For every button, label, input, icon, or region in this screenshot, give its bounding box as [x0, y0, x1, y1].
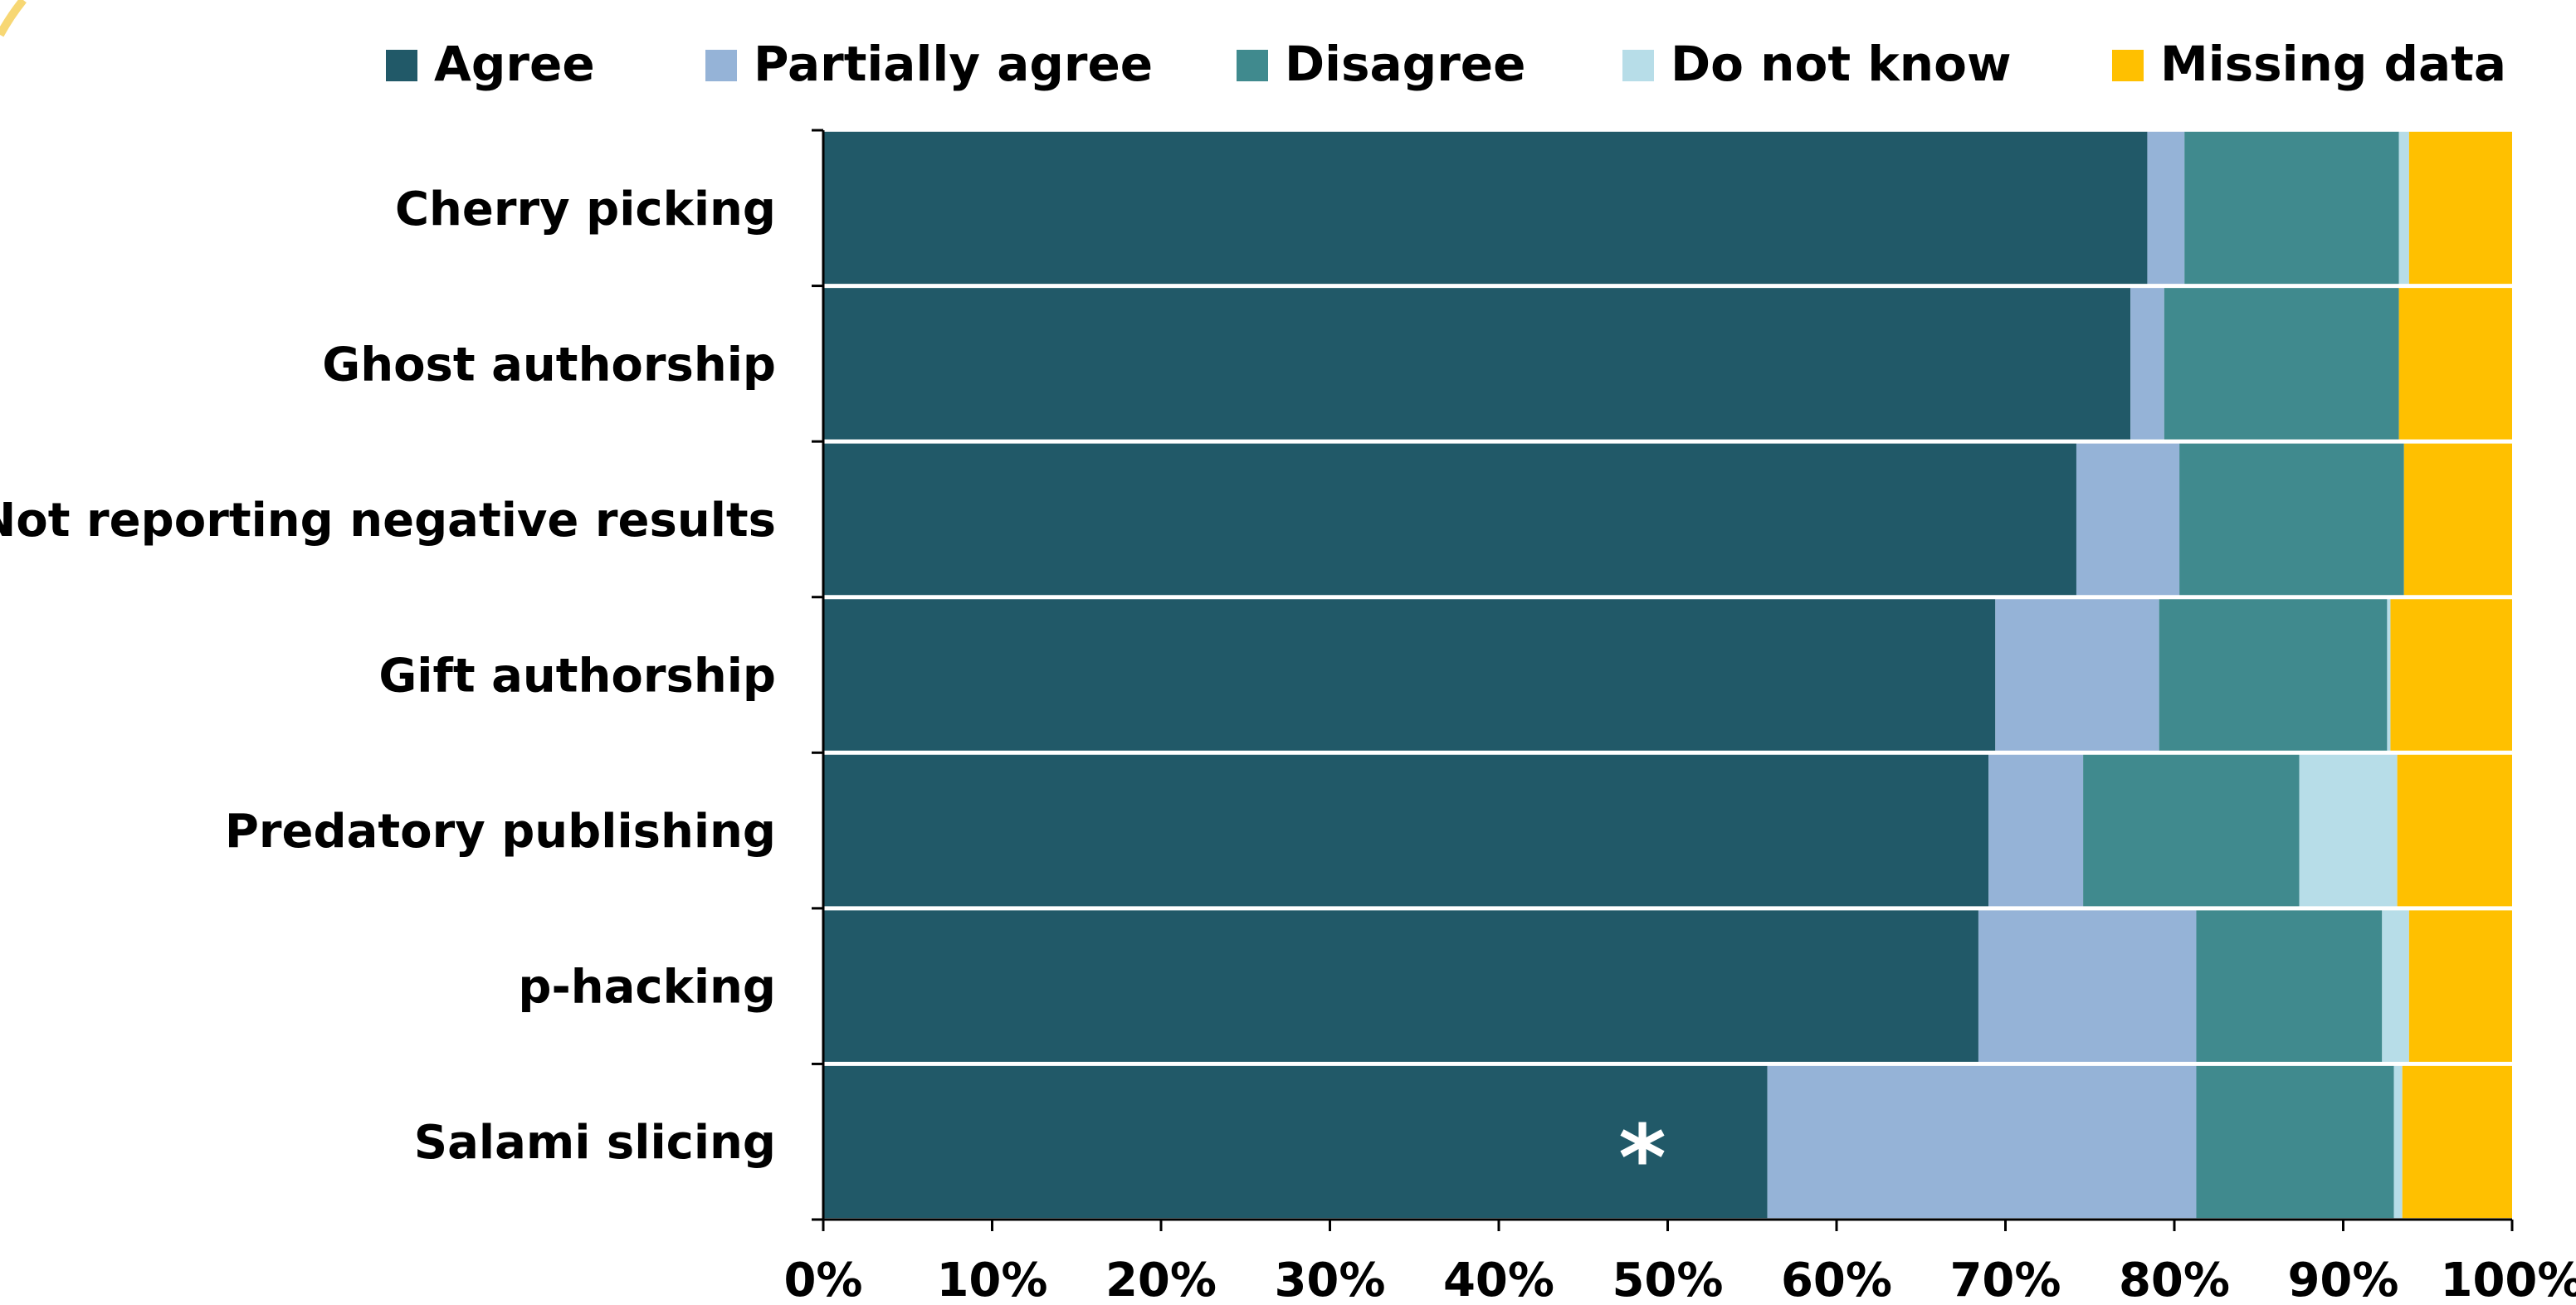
bar-predatory-publishing-do-not-know: [2299, 754, 2398, 908]
bars-group: [823, 131, 2514, 1219]
legend-swatch-agree: [386, 50, 417, 81]
bar-gift-authorship-partially-agree: [1995, 598, 2159, 752]
bar-predatory-publishing-agree: [823, 754, 1989, 908]
legend-label-partially-agree: Partially agree: [754, 36, 1153, 92]
bar-predatory-publishing-disagree: [2083, 754, 2300, 908]
x-tick-label-60: 60%: [1781, 1254, 1892, 1305]
annotations: *: [1618, 1105, 1666, 1211]
bar-gift-authorship-missing-data: [2390, 598, 2512, 752]
bar-ghost-authorship-agree: [823, 287, 2131, 441]
category-label-cherry-picking: Cherry picking: [395, 183, 776, 236]
x-tick-label-20: 20%: [1105, 1254, 1217, 1305]
legend-swatch-partially-agree: [705, 50, 737, 81]
bar-ghost-authorship-missing-data: [2398, 287, 2512, 441]
bar-p-hacking-partially-agree: [1978, 909, 2197, 1063]
bar-cherry-picking-partially-agree: [2147, 131, 2185, 285]
bar-salami-slicing-missing-data: [2402, 1065, 2512, 1219]
x-tick-label-80: 80%: [2119, 1254, 2230, 1305]
bar-gift-authorship-agree: [823, 598, 1996, 752]
x-axis: 0% 10% 20% 30% 40% 50% 60% 70% 80% 90% 100%: [783, 129, 2576, 1305]
category-labels: Cherry picking Ghost authorship Not report…: [0, 183, 776, 1170]
bar-salami-slicing-do-not-know: [2393, 1065, 2403, 1219]
x-tick-label-30: 30%: [1274, 1254, 1385, 1305]
bar-not-reporting-negative-results-agree: [823, 442, 2076, 596]
legend-label-missing-data: Missing data: [2160, 36, 2506, 92]
category-label-salami-slicing: Salami slicing: [414, 1116, 776, 1170]
x-tick-label-70: 70%: [1949, 1254, 2061, 1305]
bar-predatory-publishing-partially-agree: [1988, 754, 2084, 908]
bar-cherry-picking-agree: [823, 131, 2148, 285]
category-label-gift-authorship: Gift authorship: [378, 650, 776, 704]
x-tick-label-50: 50%: [1612, 1254, 1723, 1305]
legend-label-agree: Agree: [434, 36, 595, 92]
bar-not-reporting-negative-results-disagree: [2179, 442, 2404, 596]
legend-swatch-disagree: [1237, 50, 1268, 81]
bar-ghost-authorship-disagree: [2164, 287, 2399, 441]
bar-ghost-authorship-partially-agree: [2130, 287, 2164, 441]
bar-salami-slicing-agree: [823, 1065, 1768, 1219]
x-tick-label-10: 10%: [936, 1254, 1047, 1305]
bar-p-hacking-disagree: [2196, 909, 2383, 1063]
bar-predatory-publishing-missing-data: [2397, 754, 2512, 908]
legend-swatch-do-not-know: [1622, 50, 1654, 81]
bar-cherry-picking-do-not-know: [2398, 131, 2409, 285]
bar-cherry-picking-missing-data: [2408, 131, 2512, 285]
bar-not-reporting-negative-results-partially-agree: [2076, 442, 2180, 596]
bar-p-hacking-missing-data: [2408, 909, 2512, 1063]
bar-salami-slicing-partially-agree: [1767, 1065, 2197, 1219]
bar-p-hacking-do-not-know: [2382, 909, 2409, 1063]
x-tick-label-100: 100%: [2440, 1254, 2576, 1305]
legend-label-disagree: Disagree: [1285, 36, 1525, 92]
x-tick-label-90: 90%: [2287, 1254, 2398, 1305]
bar-p-hacking-agree: [823, 909, 1978, 1063]
legend: Agree Partially agree Disagree Do not know M…: [386, 36, 2506, 92]
category-label-predatory-publishing: Predatory publishing: [225, 805, 776, 859]
annotation-asterisk: *: [1618, 1105, 1666, 1211]
legend-swatch-missing-data: [2112, 50, 2144, 81]
x-tick-label-0: 0%: [783, 1254, 862, 1305]
category-label-p-hacking: p-hacking: [518, 961, 776, 1015]
x-tick-label-40: 40%: [1443, 1254, 1554, 1305]
bar-salami-slicing-disagree: [2196, 1065, 2394, 1219]
legend-label-do-not-know: Do not know: [1671, 36, 2012, 92]
bar-cherry-picking-disagree: [2184, 131, 2399, 285]
corner-arc-decoration: [0, 0, 27, 37]
category-label-not-reporting-negative-results: Not reporting negative results: [0, 494, 776, 548]
bar-gift-authorship-disagree: [2159, 598, 2388, 752]
bar-not-reporting-negative-results-missing-data: [2403, 442, 2512, 596]
bar-gift-authorship-do-not-know: [2387, 598, 2391, 752]
category-label-ghost-authorship: Ghost authorship: [322, 338, 776, 392]
